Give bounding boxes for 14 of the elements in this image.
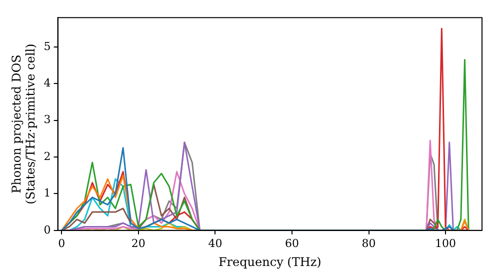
y-tick-label: 1	[44, 186, 51, 200]
x-tick-label: 100	[435, 236, 456, 250]
y-tick-label: 3	[44, 113, 51, 126]
y-tick-label: 0	[44, 223, 51, 236]
x-tick-label: 60	[284, 236, 299, 250]
x-tick-label: 0	[58, 236, 66, 250]
x-tick-label: 40	[208, 236, 222, 250]
x-tick-label: 20	[131, 236, 146, 250]
y-tick-label: 2	[44, 150, 51, 163]
x-tick-label: 80	[362, 236, 376, 250]
y-tick-label: 4	[44, 76, 51, 90]
y-tick-label: 5	[44, 40, 51, 53]
y-axis-title: Phonon projected DOS (States/THz·primitive cell)	[9, 44, 38, 204]
x-axis-title: Frequency (THz)	[218, 254, 322, 269]
